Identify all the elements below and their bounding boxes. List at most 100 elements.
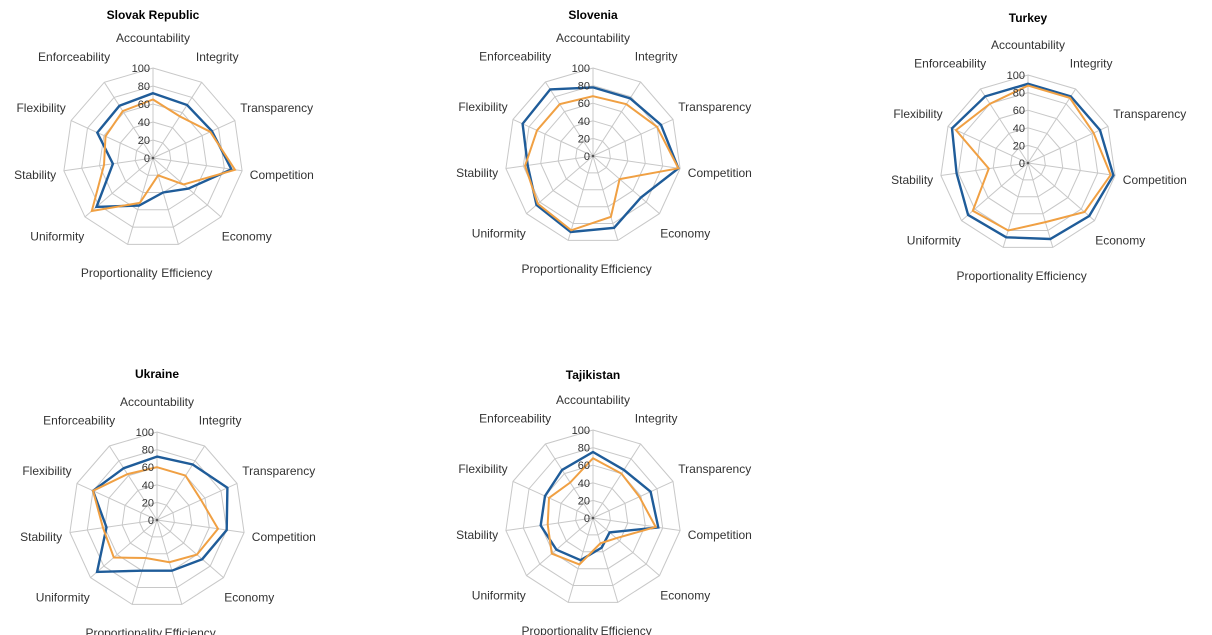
category-label: Accountability: [116, 31, 190, 45]
grid-spoke: [592, 517, 681, 531]
category-label: Accountability: [120, 395, 194, 409]
category-label: Stability: [891, 173, 933, 187]
grid-ring: [940, 74, 1116, 248]
category-label: Proportionality: [85, 626, 162, 635]
center-point: [591, 516, 595, 520]
category-label: Competition: [688, 166, 752, 180]
category-label: Economy: [660, 226, 710, 240]
category-label: Stability: [456, 166, 498, 180]
grid-spoke: [131, 519, 158, 605]
radar-chart-4: Ukraine 0 20 40 60 80 100 Accountability Integri…: [20, 367, 316, 635]
category-label: Efficiency: [601, 624, 652, 635]
tick-label: 100: [136, 427, 154, 439]
category-label: Uniformity: [472, 588, 526, 602]
category-label: Stability: [14, 168, 56, 182]
category-label: Efficiency: [1036, 269, 1087, 283]
tick-label: 80: [1013, 88, 1025, 100]
grid-ring: [505, 67, 681, 241]
tick-label: 40: [578, 116, 590, 128]
grid-spoke: [512, 480, 594, 519]
category-label: Uniformity: [472, 226, 526, 240]
grid-spoke: [592, 155, 619, 241]
grid-ring: [86, 449, 228, 588]
tick-label: 80: [142, 445, 154, 457]
grid-spoke: [76, 482, 158, 521]
category-label: Integrity: [1070, 57, 1113, 71]
category-label: Efficiency: [165, 626, 216, 635]
grid-spoke: [1027, 88, 1077, 164]
category-label: Competition: [252, 530, 316, 544]
category-label: Proportionality: [81, 266, 158, 280]
tick-label: 60: [1013, 105, 1025, 117]
grid-ring: [116, 121, 190, 193]
category-label: Integrity: [635, 50, 678, 64]
grid-spoke: [156, 519, 245, 533]
grid-ring: [69, 431, 245, 605]
grid-spoke: [156, 445, 206, 521]
series-line-blue: [91, 455, 229, 574]
tick-label: 60: [578, 98, 590, 110]
tick-label: 0: [144, 153, 150, 165]
category-label: Competition: [250, 168, 314, 182]
grid-spoke: [103, 82, 154, 159]
chart-title: Slovenia: [568, 8, 618, 22]
grid-spoke: [156, 519, 224, 578]
series-line-blue: [521, 86, 680, 234]
tick-label: 0: [584, 151, 590, 163]
tick-label: 40: [1013, 123, 1025, 135]
center-point: [1026, 161, 1030, 165]
category-label: Proportionality: [521, 624, 598, 635]
series-line-blue: [950, 82, 1115, 241]
category-label: Enforceability: [479, 50, 551, 64]
grid-spoke: [505, 517, 594, 531]
category-label: Enforceability: [38, 50, 110, 64]
grid-spoke: [90, 519, 158, 578]
grid-spoke: [544, 443, 594, 519]
category-label: Transparency: [240, 101, 313, 115]
grid-ring: [992, 127, 1064, 198]
grid-spoke: [505, 155, 594, 169]
grid-ring: [121, 484, 193, 555]
category-label: Flexibility: [16, 101, 65, 115]
grid-spoke: [1027, 162, 1116, 176]
center-point: [151, 156, 155, 160]
grid-spoke: [592, 517, 619, 603]
category-label: Accountability: [556, 393, 630, 407]
grid-spoke: [592, 443, 642, 519]
radar-chart-3: Turkey 0 20 40 60 80 100 Accountability Integrit…: [891, 11, 1187, 283]
category-label: Uniformity: [30, 230, 84, 244]
category-label: Efficiency: [601, 262, 652, 276]
grid-spoke: [152, 157, 243, 172]
tick-label: 100: [1007, 70, 1025, 82]
grid-ring: [63, 67, 243, 245]
chart-title: Tajikistan: [566, 368, 620, 382]
grid-ring: [139, 501, 175, 538]
grid-spoke: [1027, 162, 1095, 221]
grid-spoke: [152, 120, 236, 159]
tick-label: 80: [578, 443, 590, 455]
grid-ring: [134, 139, 172, 176]
grid-spoke: [108, 445, 158, 521]
category-label: Flexibility: [22, 464, 71, 478]
grid-ring: [98, 103, 208, 211]
grid-ring: [522, 447, 664, 586]
grid-spoke: [947, 125, 1029, 164]
grid-ring: [81, 85, 225, 228]
category-label: Economy: [1095, 233, 1145, 247]
chart-title: Slovak Republic: [107, 8, 200, 22]
grid-ring: [505, 429, 681, 603]
category-label: Accountability: [556, 31, 630, 45]
grid-spoke: [979, 88, 1029, 164]
category-label: Transparency: [1113, 107, 1186, 121]
tick-label: 40: [142, 480, 154, 492]
series-line-blue: [94, 91, 234, 209]
grid-spoke: [592, 517, 660, 576]
radar-chart-1: Slovak Republic 0 20 40 60 80 100 Accountabilit…: [14, 8, 314, 280]
grid-spoke: [592, 155, 681, 169]
grid-spoke: [156, 482, 238, 521]
grid-spoke: [592, 480, 674, 519]
grid-spoke: [69, 519, 158, 533]
center-point: [591, 154, 595, 158]
category-label: Integrity: [199, 414, 242, 428]
grid-spoke: [70, 120, 154, 159]
